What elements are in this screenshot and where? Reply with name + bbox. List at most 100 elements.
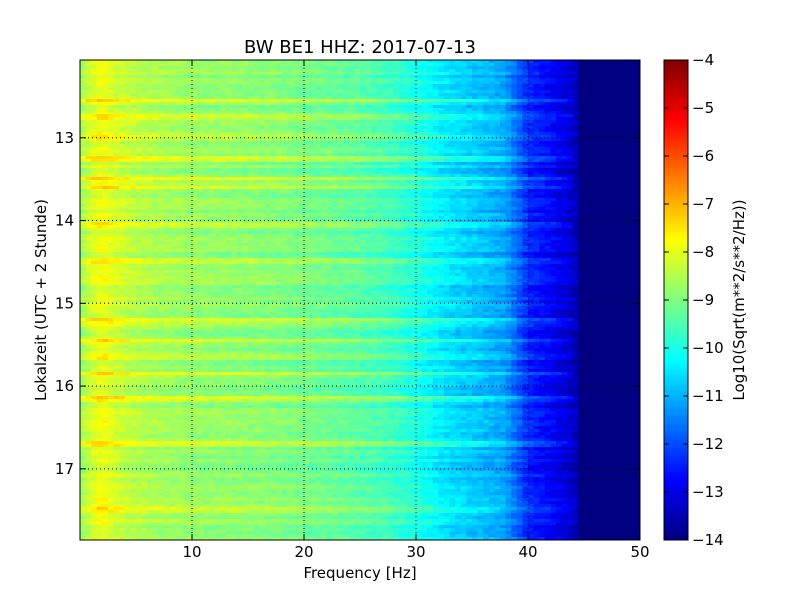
heatmap-cell: [416, 189, 423, 193]
heatmap-cell: [382, 69, 389, 73]
heatmap-cell: [231, 165, 238, 169]
heatmap-cell: [141, 186, 148, 190]
heatmap-cell: [533, 93, 540, 97]
heatmap-cell: [528, 66, 535, 70]
heatmap-cell: [343, 81, 350, 85]
heatmap-cell: [360, 186, 367, 190]
heatmap-cell: [421, 60, 428, 64]
heatmap-cell: [337, 72, 344, 76]
heatmap-cell: [264, 168, 271, 172]
heatmap-cell: [332, 207, 339, 211]
heatmap-cell: [292, 87, 299, 91]
heatmap-cell: [404, 120, 411, 124]
heatmap-cell: [320, 105, 327, 109]
heatmap-cell: [522, 144, 529, 148]
heatmap-cell: [264, 81, 271, 85]
heatmap-cell: [634, 105, 640, 109]
heatmap-cell: [505, 117, 512, 121]
heatmap-cell: [208, 195, 215, 199]
heatmap-cell: [539, 60, 546, 64]
heatmap-cell: [102, 81, 109, 85]
heatmap-cell: [628, 177, 635, 181]
heatmap-cell: [584, 81, 591, 85]
heatmap-cell: [589, 126, 596, 130]
heatmap-cell: [410, 162, 417, 166]
heatmap-cell: [528, 72, 535, 76]
heatmap-cell: [248, 162, 255, 166]
heatmap-cell: [236, 69, 243, 73]
heatmap-cell: [309, 147, 316, 151]
heatmap-cell: [259, 159, 266, 163]
heatmap-cell: [292, 96, 299, 100]
heatmap-cell: [539, 162, 546, 166]
heatmap-cell: [236, 198, 243, 202]
heatmap-cell: [304, 150, 311, 154]
heatmap-cell: [287, 93, 294, 97]
heatmap-cell: [214, 201, 221, 205]
heatmap-cell: [136, 177, 143, 181]
heatmap-cell: [197, 204, 204, 208]
heatmap-cell: [281, 162, 288, 166]
heatmap-cell: [332, 90, 339, 94]
heatmap-cell: [444, 201, 451, 205]
heatmap-cell: [169, 207, 176, 211]
heatmap-cell: [236, 204, 243, 208]
heatmap-cell: [102, 147, 109, 151]
heatmap-cell: [343, 201, 350, 205]
heatmap-cell: [612, 69, 619, 73]
heatmap-cell: [410, 150, 417, 154]
heatmap-cell: [572, 84, 579, 88]
heatmap-cell: [382, 186, 389, 190]
heatmap-cell: [326, 117, 333, 121]
heatmap-cell: [197, 171, 204, 175]
heatmap-cell: [320, 147, 327, 151]
heatmap-cell: [410, 135, 417, 139]
heatmap-cell: [500, 141, 507, 145]
heatmap-cell: [270, 186, 277, 190]
heatmap-cell: [220, 111, 227, 115]
heatmap-cell: [455, 60, 462, 64]
heatmap-cell: [164, 165, 171, 169]
heatmap-cell: [343, 66, 350, 70]
heatmap-cell: [158, 117, 165, 121]
heatmap-cell: [309, 132, 316, 136]
heatmap-cell: [500, 120, 507, 124]
heatmap-cell: [348, 141, 355, 145]
heatmap-cell: [197, 129, 204, 133]
heatmap-cell: [326, 84, 333, 88]
heatmap-cell: [343, 72, 350, 76]
heatmap-cell: [158, 180, 165, 184]
heatmap-cell: [208, 105, 215, 109]
heatmap-cell: [432, 144, 439, 148]
heatmap-cell: [623, 75, 630, 79]
heatmap-cell: [628, 96, 635, 100]
heatmap-cell: [623, 168, 630, 172]
heatmap-cell: [124, 84, 131, 88]
heatmap-cell: [292, 90, 299, 94]
heatmap-cell: [248, 150, 255, 154]
heatmap-cell: [91, 144, 98, 148]
heatmap-cell: [236, 207, 243, 211]
heatmap-cell: [494, 120, 501, 124]
heatmap-cell: [360, 147, 367, 151]
heatmap-cell: [511, 180, 518, 184]
heatmap-cell: [472, 105, 479, 109]
heatmap-cell: [326, 195, 333, 199]
heatmap-cell: [326, 177, 333, 181]
heatmap-cell: [528, 201, 535, 205]
heatmap-cell: [494, 192, 501, 196]
heatmap-cell: [203, 114, 210, 118]
heatmap-cell: [281, 111, 288, 115]
heatmap-cell: [421, 189, 428, 193]
heatmap-cell: [595, 108, 602, 112]
heatmap-cell: [488, 174, 495, 178]
heatmap-cell: [214, 111, 221, 115]
heatmap-cell: [91, 174, 98, 178]
heatmap-cell: [276, 63, 283, 67]
heatmap-cell: [186, 171, 193, 175]
heatmap-cell: [298, 174, 305, 178]
heatmap-cell: [432, 120, 439, 124]
heatmap-cell: [108, 150, 115, 154]
heatmap-cell: [259, 144, 266, 148]
heatmap-cell: [225, 198, 232, 202]
